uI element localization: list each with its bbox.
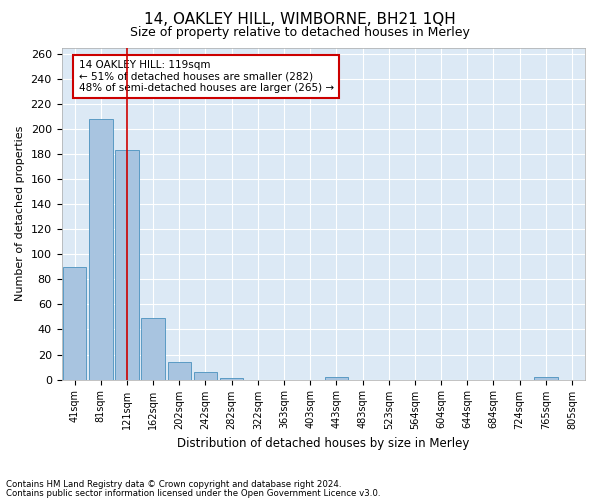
Bar <box>142 318 165 380</box>
Bar <box>89 119 113 380</box>
Bar <box>534 377 557 380</box>
Bar <box>63 267 86 380</box>
Text: 14, OAKLEY HILL, WIMBORNE, BH21 1QH: 14, OAKLEY HILL, WIMBORNE, BH21 1QH <box>144 12 456 26</box>
Bar <box>167 362 191 380</box>
Y-axis label: Number of detached properties: Number of detached properties <box>15 126 25 301</box>
Bar <box>220 378 244 380</box>
Text: Contains HM Land Registry data © Crown copyright and database right 2024.: Contains HM Land Registry data © Crown c… <box>6 480 341 489</box>
Text: Size of property relative to detached houses in Merley: Size of property relative to detached ho… <box>130 26 470 39</box>
Bar <box>194 372 217 380</box>
Bar <box>325 377 348 380</box>
Bar <box>115 150 139 380</box>
Text: 14 OAKLEY HILL: 119sqm
← 51% of detached houses are smaller (282)
48% of semi-de: 14 OAKLEY HILL: 119sqm ← 51% of detached… <box>79 60 334 93</box>
X-axis label: Distribution of detached houses by size in Merley: Distribution of detached houses by size … <box>177 437 469 450</box>
Text: Contains public sector information licensed under the Open Government Licence v3: Contains public sector information licen… <box>6 488 380 498</box>
